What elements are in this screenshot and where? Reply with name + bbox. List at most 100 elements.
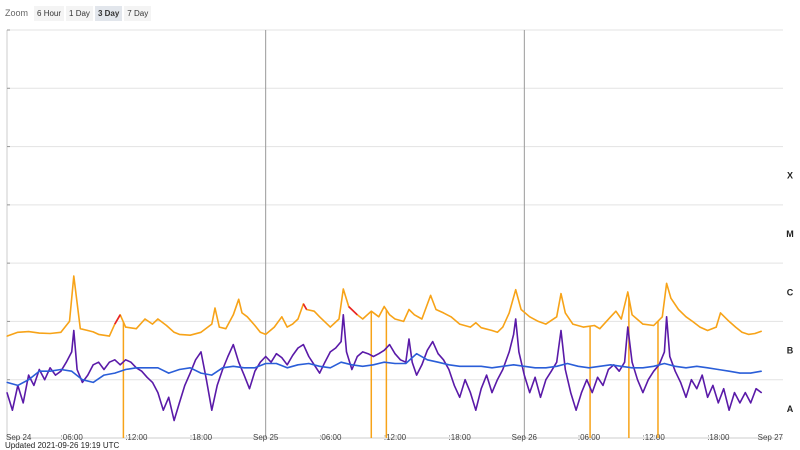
data-point — [670, 297, 672, 299]
highlight-segment — [114, 314, 121, 325]
data-point — [189, 334, 191, 336]
data-point — [232, 314, 234, 316]
data-point — [442, 312, 445, 314]
data-point — [674, 370, 676, 372]
data-point — [125, 359, 127, 361]
data-point — [108, 335, 110, 337]
data-point — [599, 365, 601, 367]
data-point — [575, 409, 577, 411]
data-point — [564, 368, 566, 371]
data-point — [550, 370, 552, 372]
data-point — [405, 362, 407, 365]
data-point — [281, 316, 283, 318]
data-point — [728, 320, 730, 322]
data-point — [666, 282, 668, 284]
zoom-3-day-button[interactable]: 3 Day — [94, 5, 123, 21]
data-point — [151, 323, 154, 325]
zoom-6-hour-button[interactable]: 6 Hour — [34, 5, 65, 21]
data-point — [448, 368, 450, 371]
data-point — [6, 335, 8, 337]
data-point — [232, 344, 234, 346]
data-point — [750, 372, 752, 374]
data-point — [566, 362, 569, 365]
data-point — [515, 289, 517, 291]
data-point — [728, 409, 730, 411]
data-point — [49, 370, 51, 372]
data-point — [286, 326, 288, 328]
data-point — [162, 409, 164, 411]
data-point — [408, 308, 410, 311]
data-point — [534, 376, 536, 378]
data-point — [426, 359, 428, 361]
data-point — [491, 367, 493, 369]
data-point — [663, 362, 666, 365]
data-point — [38, 370, 40, 372]
data-point — [712, 384, 714, 386]
data-point — [607, 368, 610, 371]
data-point — [178, 368, 180, 371]
data-point — [165, 324, 168, 327]
data-point — [146, 367, 148, 369]
data-point — [241, 312, 243, 314]
data-point — [184, 384, 186, 386]
data-point — [491, 392, 493, 394]
data-point — [351, 368, 353, 371]
flare-class-label: M — [786, 229, 794, 239]
data-point — [92, 364, 94, 366]
data-point — [707, 329, 709, 332]
data-point — [564, 312, 566, 314]
data-point — [448, 364, 450, 366]
data-point — [480, 388, 482, 390]
data-point — [114, 359, 116, 361]
data-point — [699, 326, 701, 328]
data-point — [73, 329, 75, 332]
data-point — [297, 347, 299, 349]
data-point — [556, 365, 558, 367]
data-point — [218, 326, 220, 328]
data-point — [92, 381, 94, 383]
data-point — [631, 314, 633, 316]
x-tick-label: :12:00 — [643, 433, 666, 442]
zoom-1-day-button[interactable]: 1 Day — [66, 5, 93, 21]
data-point — [216, 384, 218, 386]
data-point — [642, 392, 644, 394]
data-point — [602, 384, 604, 386]
data-point — [685, 396, 687, 398]
data-point — [518, 351, 520, 353]
data-point — [723, 388, 725, 390]
data-point — [556, 361, 558, 363]
data-point — [480, 365, 482, 367]
data-point — [11, 409, 13, 411]
data-point — [81, 379, 83, 381]
data-point — [292, 323, 294, 325]
data-point — [33, 384, 35, 386]
data-point — [49, 367, 51, 369]
zoom-7-day-button[interactable]: 7 Day — [124, 5, 152, 21]
data-point — [735, 326, 737, 328]
data-point — [319, 372, 321, 374]
data-point — [205, 379, 207, 381]
data-point — [125, 368, 127, 371]
data-point — [653, 324, 655, 327]
data-point — [265, 362, 267, 365]
data-point — [389, 344, 391, 346]
data-point — [475, 409, 477, 411]
data-point — [342, 288, 344, 290]
data-point — [265, 333, 267, 335]
data-point — [647, 379, 649, 381]
data-point — [38, 332, 40, 334]
data-point — [413, 314, 415, 316]
data-point — [430, 294, 432, 296]
data-point — [459, 396, 461, 398]
data-point — [103, 374, 105, 376]
data-point — [68, 320, 71, 322]
data-point — [475, 322, 477, 324]
data-point — [523, 365, 525, 367]
data-point — [73, 275, 75, 277]
data-point — [403, 320, 405, 322]
data-point — [556, 316, 558, 318]
data-point — [146, 376, 148, 378]
data-point — [701, 374, 703, 376]
data-point — [248, 388, 251, 390]
